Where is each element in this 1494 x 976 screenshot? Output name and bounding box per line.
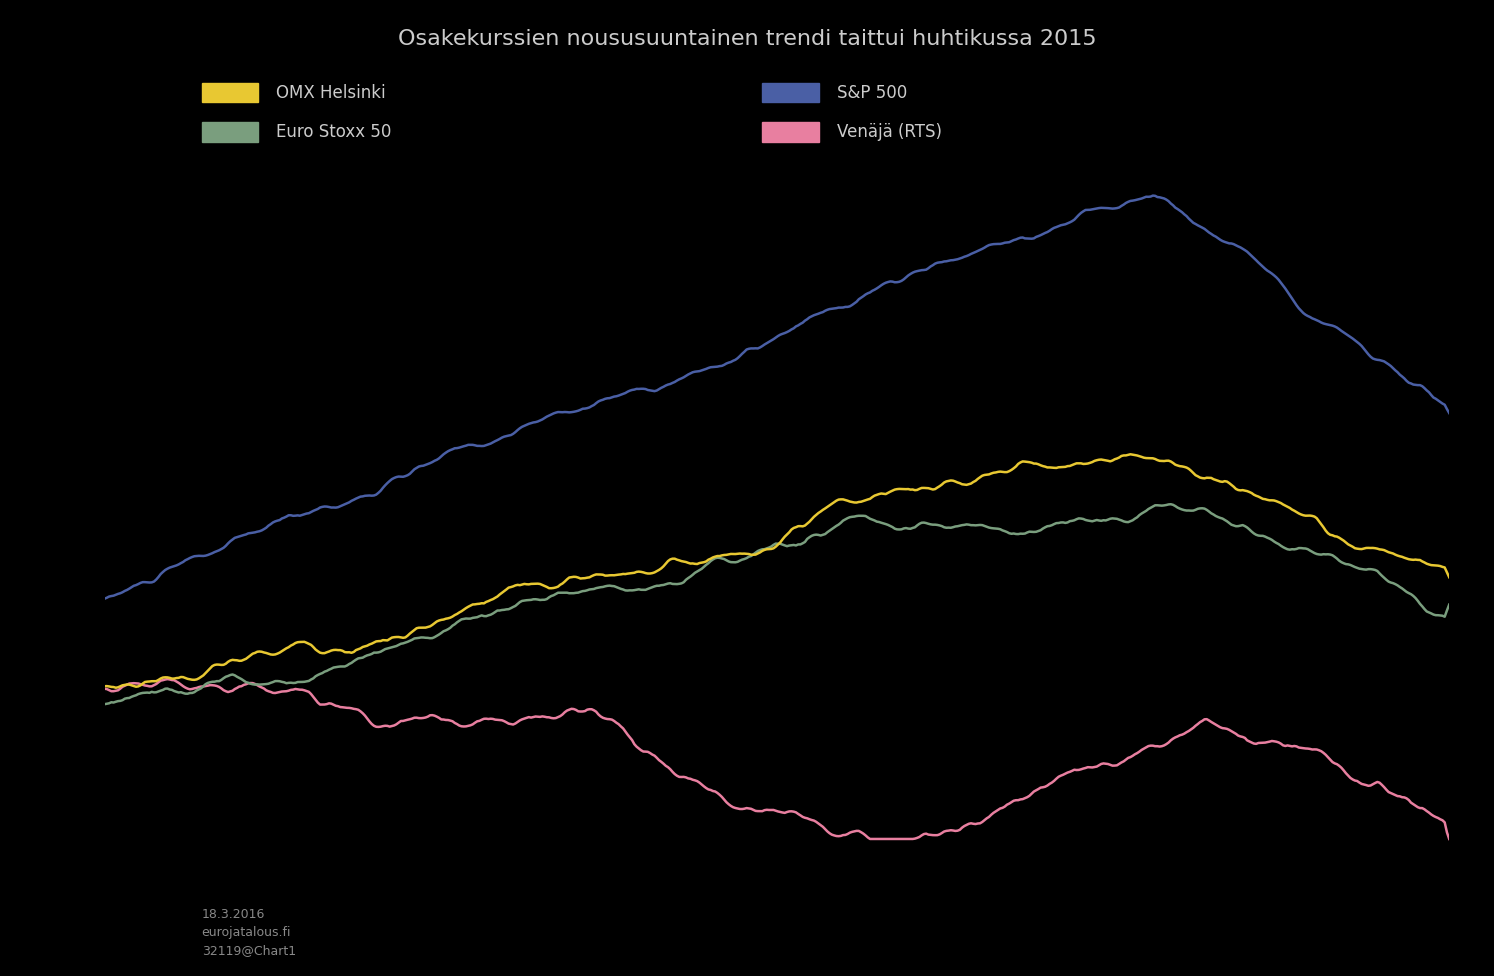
Text: Osakekurssien noususuuntainen trendi taittui huhtikussa 2015: Osakekurssien noususuuntainen trendi tai… [397, 29, 1097, 49]
Text: Euro Stoxx 50: Euro Stoxx 50 [276, 123, 391, 141]
Text: Venäjä (RTS): Venäjä (RTS) [837, 123, 941, 141]
Text: OMX Helsinki: OMX Helsinki [276, 84, 385, 102]
Text: S&P 500: S&P 500 [837, 84, 907, 102]
Text: 18.3.2016
eurojatalous.fi
32119@Chart1: 18.3.2016 eurojatalous.fi 32119@Chart1 [202, 908, 296, 956]
